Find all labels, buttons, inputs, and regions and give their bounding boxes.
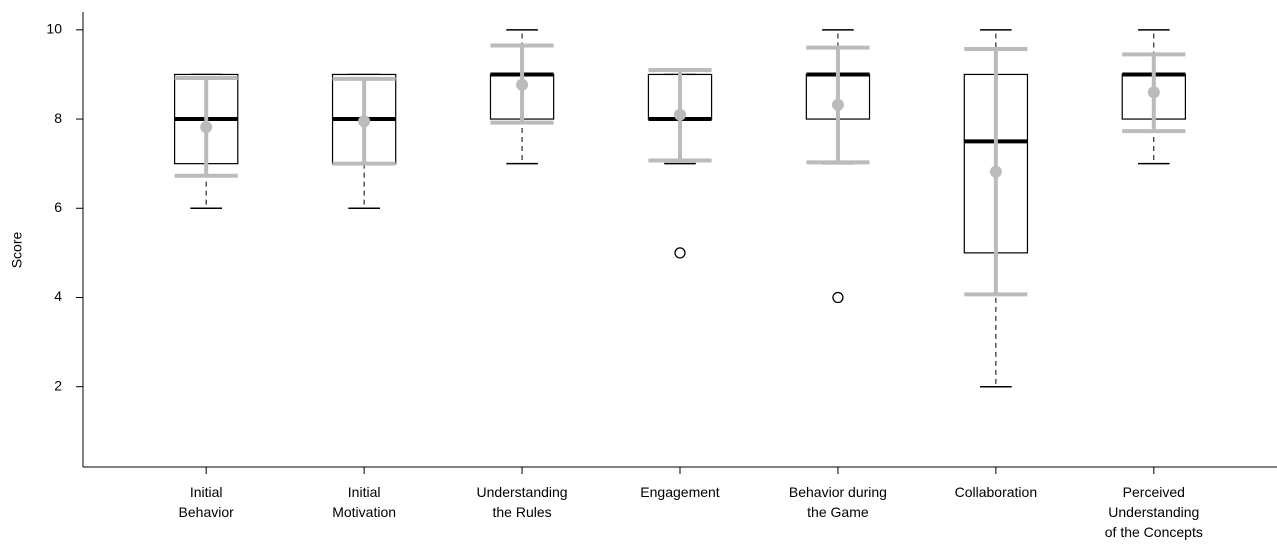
y-tick-label: 4	[54, 288, 62, 304]
x-tick-label: Engagement	[640, 484, 720, 500]
x-tick-label: Initial Motivation	[332, 484, 397, 520]
y-tick-label: 6	[54, 199, 62, 215]
mean-point	[989, 165, 1002, 178]
y-axis-label: Score	[9, 232, 25, 269]
x-tick-label: Understanding the Rules	[476, 484, 568, 520]
outlier	[832, 291, 844, 304]
x-tick-label: Behavior during the Game	[788, 484, 887, 520]
x-tick-label: Initial Behavior	[178, 484, 234, 520]
mean-point	[1147, 86, 1160, 99]
x-tick-label: Perceived Understanding of the Concepts	[1104, 484, 1203, 540]
y-tick-label: 2	[54, 377, 62, 393]
mean-point	[674, 108, 686, 121]
y-tick-label: 10	[46, 21, 62, 37]
x-tick-label: Collaboration	[954, 484, 1038, 500]
mean-point	[516, 78, 529, 91]
mean-point	[358, 115, 371, 128]
mean-point	[831, 98, 844, 111]
outlier	[674, 247, 686, 259]
mean-point	[200, 121, 213, 134]
y-tick-label: 8	[54, 110, 62, 126]
